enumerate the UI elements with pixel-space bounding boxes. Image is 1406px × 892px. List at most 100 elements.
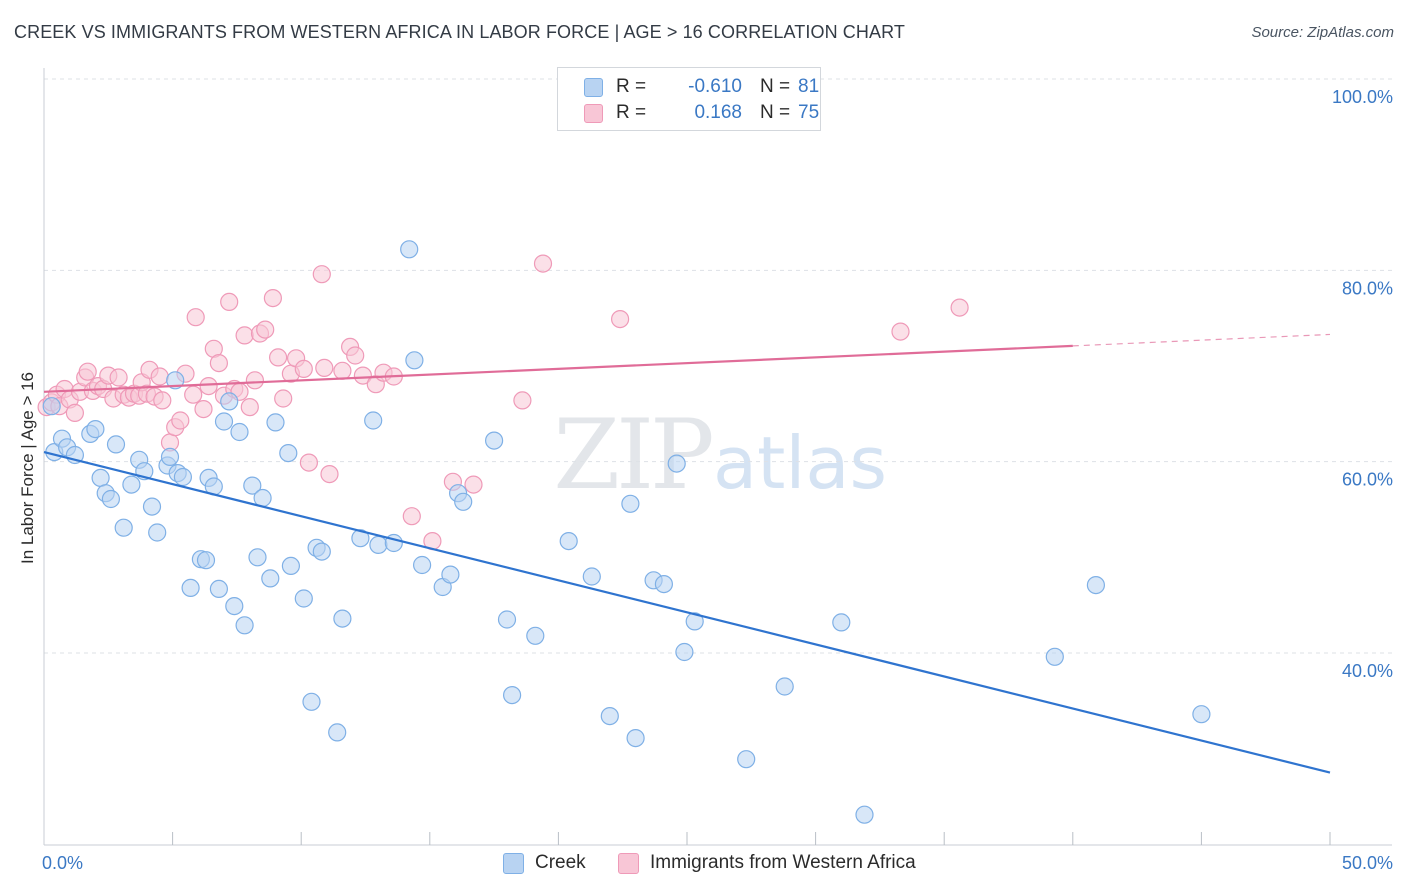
creek-point: [281, 556, 300, 576]
series-creek-points: [42, 240, 1211, 824]
creek-point: [855, 805, 874, 824]
creek-point: [559, 531, 578, 551]
creek-point: [685, 612, 704, 631]
creek-point: [775, 677, 794, 696]
creek-point: [502, 685, 522, 705]
imm-trend-line: [43, 344, 1073, 393]
imm-point: [171, 411, 190, 430]
imm-point: [312, 265, 331, 284]
creek-point: [266, 413, 285, 432]
imm-point: [320, 465, 339, 484]
series-imm-points: [37, 254, 969, 551]
chart-title: CREEK VS IMMIGRANTS FROM WESTERN AFRICA …: [14, 22, 905, 42]
watermark-zip: ZIP: [553, 399, 712, 511]
imm-point: [220, 292, 239, 311]
x-tick-label-50: 50.0%: [1342, 853, 1393, 873]
creek-point: [413, 555, 432, 575]
legend-n-value-imm: 75: [798, 102, 820, 123]
creek-point: [1192, 705, 1211, 724]
legend-r-value-imm: 0.168: [694, 102, 742, 123]
imm-trend-extension: [1072, 333, 1331, 347]
imm-point: [294, 359, 313, 378]
creek-point: [235, 616, 254, 635]
y-gridlines: [44, 78, 1392, 654]
creek-point: [400, 240, 419, 259]
creek-point: [454, 492, 473, 511]
creek-point: [142, 497, 162, 516]
y-tick-label-80: 80.0%: [1342, 278, 1393, 298]
imm-point: [269, 348, 288, 367]
creek-point: [196, 551, 216, 570]
imm-point: [513, 391, 532, 410]
imm-point: [209, 354, 228, 373]
y-tick-label-100: 100.0%: [1332, 87, 1393, 107]
stats-legend: R = -0.610 N = 81 R = 0.168 N = 75: [557, 67, 821, 131]
imm-point: [533, 254, 553, 273]
imm-point: [610, 310, 630, 329]
imm-point: [150, 367, 169, 386]
creek-point: [485, 431, 504, 450]
imm-point: [109, 368, 128, 387]
imm-point: [199, 377, 218, 396]
imm-point: [299, 453, 318, 472]
creek-point: [626, 728, 645, 748]
creek-trend-line: [43, 451, 1331, 774]
creek-point: [114, 518, 133, 537]
bottom-legend-label-creek: Creek: [535, 852, 586, 873]
creek-point: [675, 642, 694, 662]
y-tick-label-40: 40.0%: [1342, 661, 1393, 681]
creek-point: [91, 468, 110, 487]
creek-point: [225, 596, 244, 616]
imm-point: [194, 400, 213, 419]
legend-r-label: R =: [616, 76, 647, 97]
creek-point: [214, 412, 234, 431]
creek-point: [302, 692, 321, 711]
imm-point: [263, 289, 282, 308]
imm-point: [346, 346, 365, 365]
y-axis-label: In Labor Force | Age > 16: [18, 371, 37, 564]
creek-point: [166, 371, 185, 390]
x-tick-label-0: 0.0%: [42, 853, 83, 873]
legend-r-value-creek: -0.610: [688, 76, 742, 97]
creek-point: [600, 706, 619, 726]
x-tick-labels: 0.0% 50.0%: [42, 853, 1393, 873]
bottom-legend-swatch-creek: [503, 853, 524, 874]
creek-point: [248, 548, 267, 567]
creek-point: [526, 626, 545, 645]
trend-lines: [43, 333, 1331, 774]
zipatlas-watermark: ZIP atlas: [553, 399, 887, 511]
creek-point: [351, 529, 370, 548]
imm-point: [464, 475, 483, 494]
imm-point: [186, 308, 205, 327]
creek-point: [122, 475, 141, 494]
imm-point: [65, 403, 85, 422]
creek-point: [1045, 647, 1064, 666]
creek-point: [312, 542, 331, 561]
imm-point: [315, 358, 334, 377]
imm-point: [78, 362, 97, 381]
legend-r-label: R =: [616, 102, 647, 123]
imm-point: [891, 322, 910, 341]
creek-point: [582, 567, 601, 586]
creek-point: [220, 392, 239, 411]
creek-point: [369, 535, 388, 555]
bottom-legend-label-imm: Immigrants from Western Africa: [650, 852, 916, 873]
x-minor-ticks: [172, 832, 1331, 845]
imm-point: [245, 371, 264, 390]
creek-point: [737, 750, 756, 769]
creek-point: [497, 610, 517, 629]
source-credit: Source: ZipAtlas.com: [1251, 24, 1394, 41]
imm-point: [235, 326, 254, 345]
creek-point: [667, 454, 686, 473]
watermark-atlas: atlas: [713, 421, 887, 505]
creek-point: [333, 609, 352, 628]
creek-point: [621, 494, 640, 513]
legend-n-value-creek: 81: [798, 76, 820, 97]
creek-point: [1086, 575, 1106, 595]
y-tick-labels: 100.0% 80.0% 60.0% 40.0%: [1332, 87, 1393, 681]
legend-n-label: N =: [760, 102, 791, 123]
creek-point: [42, 397, 61, 416]
creek-point: [441, 565, 460, 584]
legend-swatch-creek: [584, 78, 603, 97]
